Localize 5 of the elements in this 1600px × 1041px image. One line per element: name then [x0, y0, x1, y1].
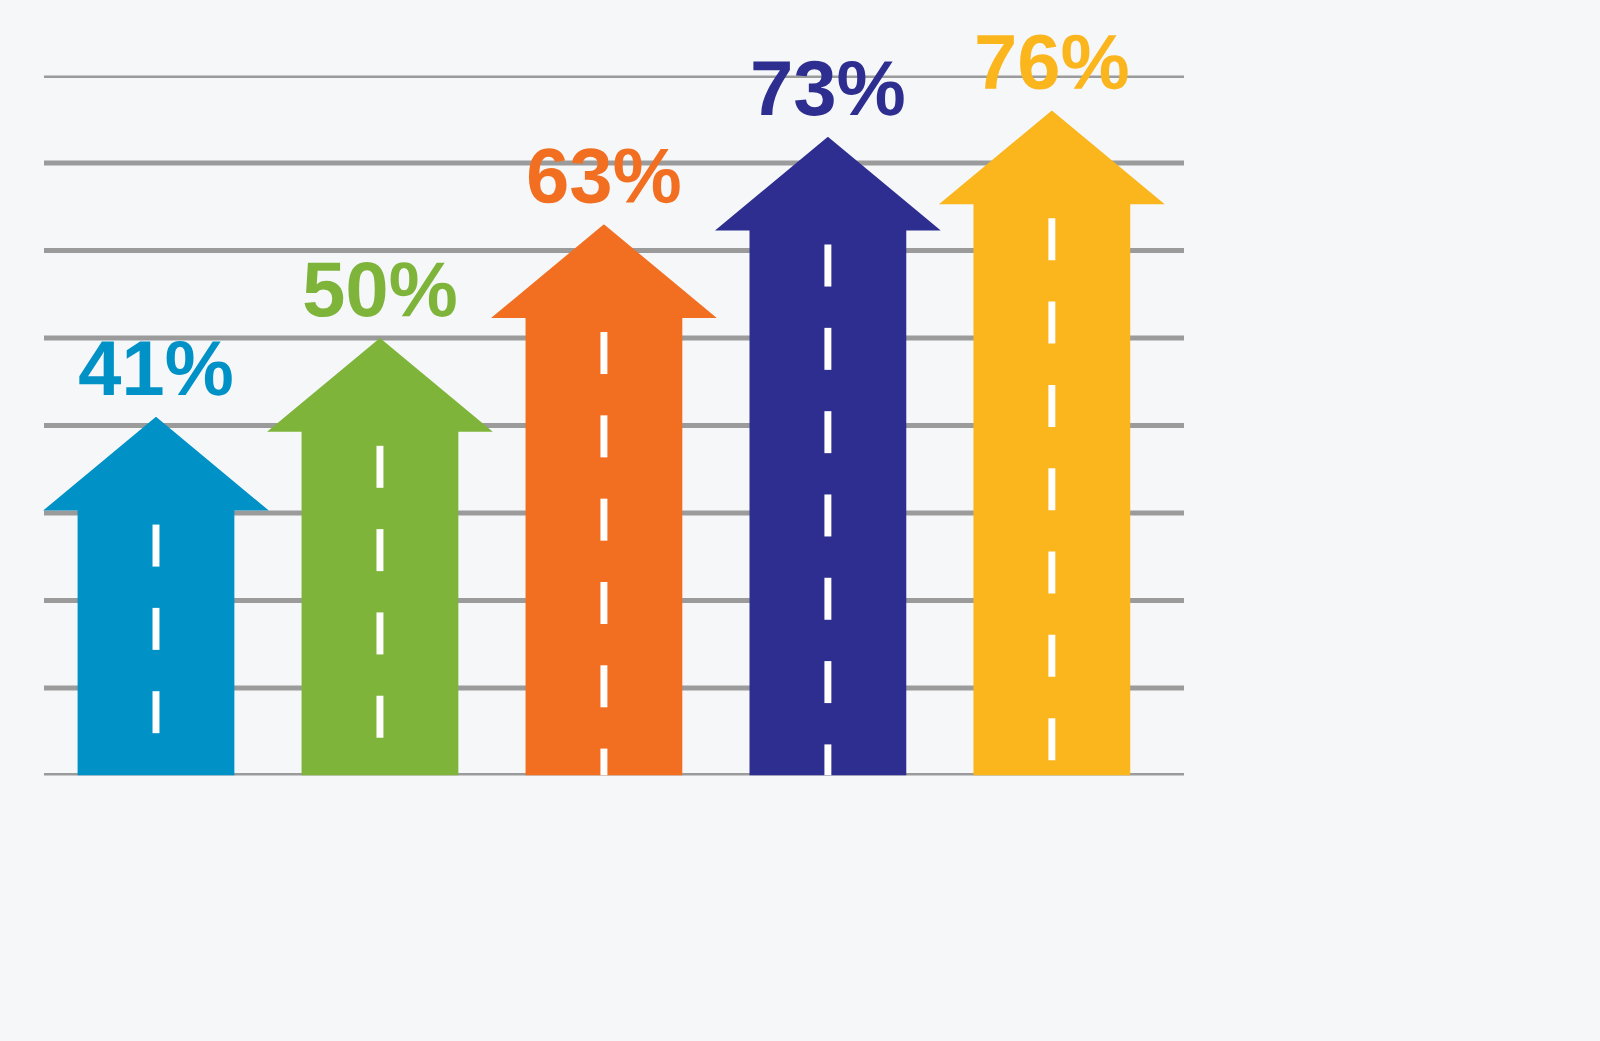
data-label: 76%	[977, 34, 1128, 90]
data-label: 50%	[304, 261, 456, 318]
data-label: 41%	[79, 340, 232, 396]
data-label: 63%	[528, 148, 680, 204]
data-label: 73%	[753, 60, 904, 116]
